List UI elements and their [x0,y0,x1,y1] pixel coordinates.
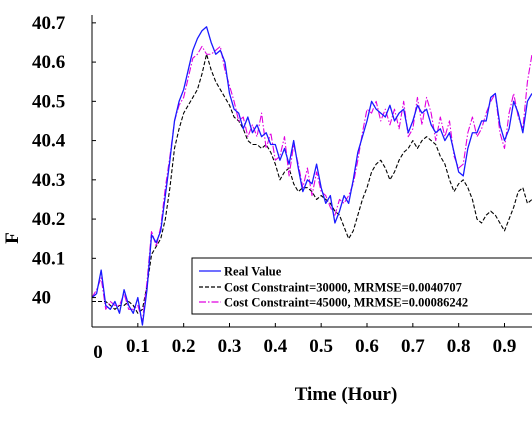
y-tick-label: 40.3 [32,170,65,191]
y-tick-label: 40.7 [32,13,66,34]
y-tick-label: 40.1 [32,248,65,269]
y-tick-label: 40.4 [32,131,66,152]
y-axis-title: F [2,232,23,244]
x-tick-label: 0.6 [355,336,379,357]
legend-box [191,257,532,315]
series-line-2 [92,53,532,314]
axes [91,15,532,328]
legend: Real Value Cost Constraint=30000, MRMSE=0… [191,257,532,315]
tick-labels: 0 0.1 0.2 0.3 0.4 0.5 0.6 0.7 0.8 0.9 40 40.1 40.2 40… [32,13,516,363]
x-tick-label: 0 [93,342,103,363]
x-tick-label: 0.2 [172,336,196,357]
x-tick-label: 0.1 [126,336,150,357]
x-axis-title: Time (Hour) [295,384,398,405]
x-tick-label: 0.9 [493,336,517,357]
legend-label-1: Real Value [224,265,282,279]
plot-lines [92,26,532,326]
x-tick-label: 0.7 [401,336,425,357]
y-tick-label: 40.2 [32,209,65,230]
series-line-1 [92,26,532,326]
y-tick-label: 40 [32,288,51,309]
legend-label-3: Cost Constraint=45000, MRMSE=0.00086242 [224,296,468,310]
legend-label-2: Cost Constraint=30000, MRMSE=0.0040707 [224,281,462,295]
series-line-3 [92,45,532,322]
y-tick-label: 40.6 [32,52,65,73]
x-tick-label: 0.4 [263,336,287,357]
x-tick-label: 0.8 [447,336,471,357]
x-tick-label: 0.5 [309,336,333,357]
y-tick-label: 40.5 [32,91,65,112]
x-tick-label: 0.3 [218,336,242,357]
